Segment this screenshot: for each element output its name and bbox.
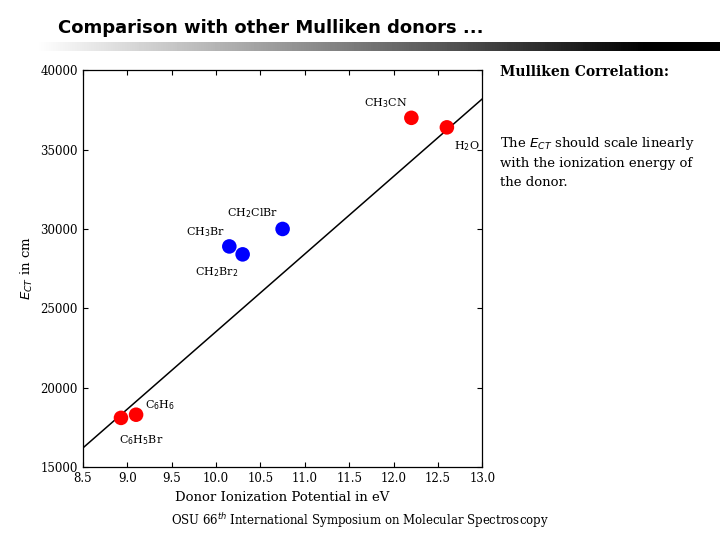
Text: CH$_2$ClBr: CH$_2$ClBr <box>227 206 278 220</box>
Text: H$_2$O: H$_2$O <box>454 139 480 153</box>
Text: CH$_3$CN: CH$_3$CN <box>364 97 407 111</box>
Point <box>223 242 235 251</box>
Point <box>237 250 248 259</box>
Text: The $E_{CT}$ should scale linearly
with the ionization energy of
the donor.: The $E_{CT}$ should scale linearly with … <box>500 135 695 189</box>
Text: OSU 66$^{th}$ International Symposium on Molecular Spectroscopy: OSU 66$^{th}$ International Symposium on… <box>171 511 549 530</box>
Point <box>276 225 288 233</box>
Point <box>130 410 142 419</box>
Text: C$_6$H$_5$Br: C$_6$H$_5$Br <box>120 433 163 447</box>
Text: CH$_2$Br$_2$: CH$_2$Br$_2$ <box>195 265 238 279</box>
Text: Mulliken Correlation:: Mulliken Correlation: <box>500 65 670 79</box>
Text: Comparison with other Mulliken donors ...: Comparison with other Mulliken donors ..… <box>58 19 483 37</box>
Text: C$_6$H$_6$: C$_6$H$_6$ <box>145 399 175 412</box>
Y-axis label: $E_{CT}$ in cm: $E_{CT}$ in cm <box>19 237 35 300</box>
Point <box>405 113 417 122</box>
Text: CH$_3$Br: CH$_3$Br <box>186 225 225 239</box>
X-axis label: Donor Ionization Potential in eV: Donor Ionization Potential in eV <box>176 490 390 503</box>
Point <box>441 123 453 132</box>
Point <box>115 414 127 422</box>
